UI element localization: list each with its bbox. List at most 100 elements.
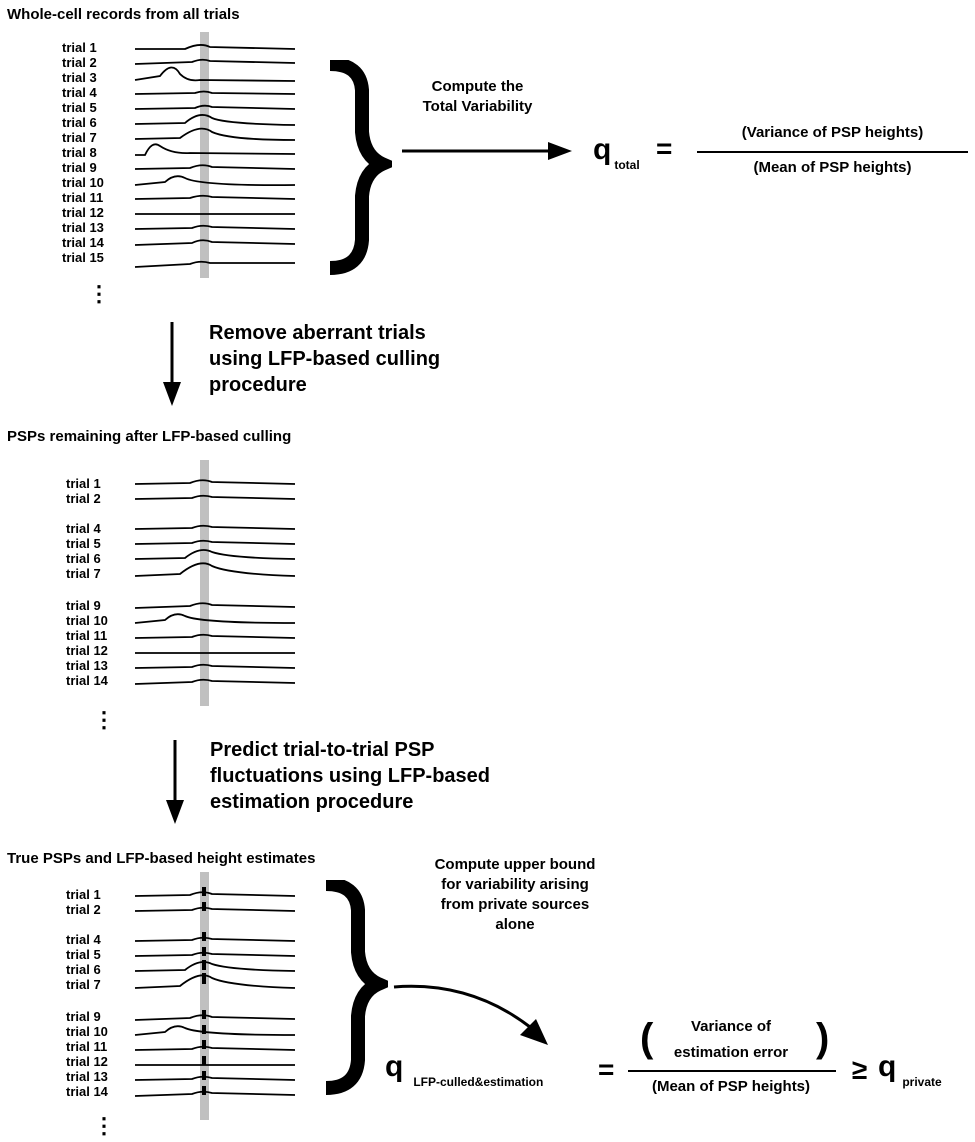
stimulus-band: [200, 872, 209, 1120]
curved-arrow-to-q-lfp: [393, 984, 548, 1045]
q-total: q total: [593, 133, 640, 172]
trace-trial-11: [134, 194, 296, 200]
trace-trial-6: [134, 549, 296, 560]
trial-label: trial 2: [66, 491, 101, 506]
trial-label: trial 5: [62, 100, 97, 115]
compute-upper-text: Compute upper bound for variability aris…: [400, 855, 630, 935]
q-lfp-subscript: LFP-culled&estimation: [413, 1075, 544, 1089]
trace-trial-10: [134, 1025, 296, 1036]
trial-label: trial 13: [66, 658, 108, 673]
trace-trial-6: [134, 114, 296, 126]
trial-label: trial 9: [66, 598, 101, 613]
trace-panel-all-trials: [134, 32, 296, 278]
more-trials-ellipsis: ⋮: [93, 1113, 115, 1138]
arrow-step-1: [163, 322, 181, 406]
trial-label: trial 2: [66, 902, 101, 917]
q-lfp-paren-close: ): [816, 1016, 830, 1060]
trial-label: trial 9: [62, 160, 97, 175]
q-total-numerator: (Variance of PSP heights): [741, 124, 924, 141]
q-lfp-denominator: (Mean of PSP heights): [651, 1078, 811, 1095]
compute-total-text: Compute the Total Variability: [400, 77, 555, 117]
trace-trial-4: [134, 936, 296, 942]
trace-trial-10: [134, 613, 296, 624]
trace-trial-14: [134, 678, 296, 685]
trace-trial-3: [134, 66, 296, 82]
more-trials-ellipsis: ⋮: [88, 281, 110, 306]
trace-trial-7: [134, 974, 296, 989]
trace-trial-14: [134, 239, 296, 246]
trial-label: trial 11: [66, 628, 108, 643]
trace-trial-8: [135, 143, 296, 156]
trace-panel-culled: [134, 460, 296, 706]
step-predict-line-2: fluctuations using LFP-based: [210, 765, 491, 787]
trial-label: trial 13: [66, 1069, 108, 1084]
trace-trial-13: [134, 224, 296, 230]
stimulus-band: [200, 32, 209, 278]
step-remove-line-3: procedure: [209, 374, 307, 396]
trace-trial-1: [135, 44, 296, 50]
trial-label: trial 6: [62, 115, 97, 130]
step-predict-line-1: Predict trial-to-trial PSP: [210, 739, 435, 761]
trace-trial-2: [134, 494, 296, 500]
estimate-marker: [202, 1025, 206, 1034]
trace-trial-13: [134, 1075, 296, 1081]
trial-label: trial 4: [66, 521, 101, 536]
step-predict-line-3: estimation procedure: [210, 791, 414, 813]
trial-label: trial 1: [62, 40, 97, 55]
compute-total-line-2: Total Variability: [422, 98, 533, 115]
q-lfp-equals: =: [598, 1054, 615, 1085]
estimate-marker: [202, 973, 206, 984]
brace-2: [325, 880, 388, 1095]
step-predict-text: Predict trial-to-trial PSP fluctuations …: [210, 737, 490, 815]
trial-label: trial 1: [66, 887, 101, 902]
trial-label: trial 9: [66, 1009, 101, 1024]
trace-trial-11: [134, 1045, 296, 1051]
trial-label: trial 10: [66, 1024, 108, 1039]
q-private-subscript: private: [902, 1075, 942, 1089]
trial-label: trial 6: [66, 551, 101, 566]
trial-label: trial 14: [66, 673, 108, 688]
trace-trial-2: [134, 906, 296, 912]
trial-label: trial 13: [62, 220, 104, 235]
trace-trial-11: [134, 633, 296, 639]
trace-trial-15: [134, 260, 295, 268]
step-remove-line-2: using LFP-based culling: [209, 348, 441, 370]
trial-label: trial 10: [62, 175, 104, 190]
trace-trial-9: [134, 602, 296, 609]
step-remove-line-1: Remove aberrant trials: [209, 322, 426, 344]
compute-upper-line-3: from private sources: [440, 896, 590, 913]
trial-label: trial 14: [62, 235, 104, 250]
step-remove-text: Remove aberrant trials using LFP-based c…: [209, 320, 440, 398]
arrow-to-q-total: [402, 142, 572, 160]
estimate-marker: [202, 1010, 206, 1019]
q-total-denominator: (Mean of PSP heights): [753, 159, 912, 176]
trace-trial-7: [134, 127, 296, 141]
compute-upper-line-2: for variability arising: [441, 876, 589, 893]
compute-upper-line-1: Compute upper bound: [434, 856, 596, 873]
estimate-marker: [202, 887, 206, 896]
estimate-marker: [202, 947, 206, 956]
trace-trial-7: [134, 562, 296, 577]
trace-trial-14: [134, 1090, 296, 1097]
trial-label: trial 12: [66, 643, 108, 658]
trace-trial-4: [134, 90, 296, 95]
estimate-marker: [202, 902, 206, 911]
q-private-symbol: q: [878, 1050, 897, 1083]
compute-upper-line-4: alone: [495, 916, 535, 933]
section-title-height-estimates: True PSPs and LFP-based height estimates: [7, 850, 316, 867]
q-private: q private: [878, 1050, 942, 1089]
trace-trial-5: [134, 951, 296, 957]
trial-label: trial 12: [66, 1054, 108, 1069]
trial-label: trial 4: [66, 932, 101, 947]
geq-sign: ≥: [852, 1054, 868, 1085]
q-total-fraction-bar: [697, 151, 968, 153]
trial-label: trial 2: [62, 55, 97, 70]
trace-trial-10: [134, 175, 296, 187]
trace-trial-5: [134, 539, 296, 545]
trial-label: trial 15: [62, 250, 104, 265]
q-lfp-fraction-bar: [628, 1070, 836, 1072]
trial-label: trial 12: [62, 205, 104, 220]
arrow-step-2: [166, 740, 184, 824]
q-total-symbol: q: [593, 133, 612, 166]
trial-label: trial 10: [66, 613, 108, 628]
